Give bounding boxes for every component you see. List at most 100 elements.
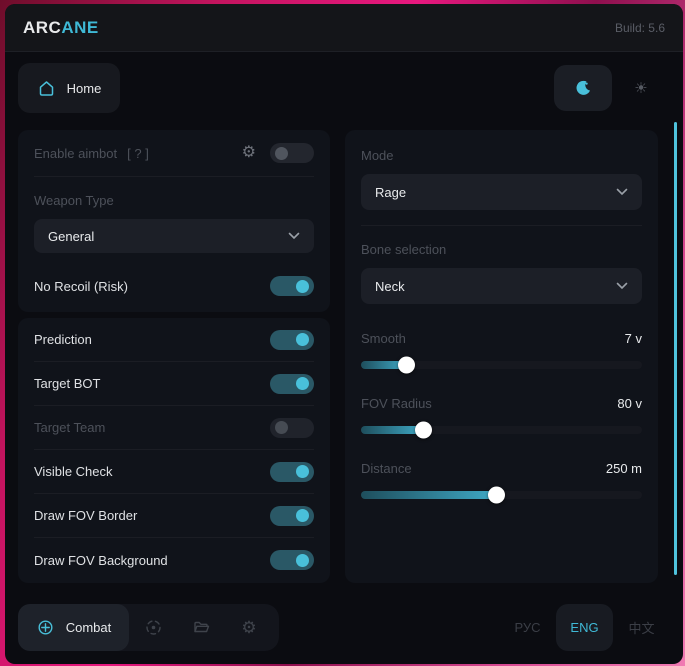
bone-value: Neck xyxy=(375,278,405,294)
toggle-knob xyxy=(296,279,309,293)
distance-value: 250 m xyxy=(605,461,642,476)
smooth-value: 7 v xyxy=(624,331,642,346)
title-bar: ARCANE Build: 5.6 xyxy=(5,4,683,52)
slider-group-fov: FOV Radius 80 v xyxy=(361,396,642,439)
mode-select[interactable]: Rage xyxy=(361,174,642,210)
moon-icon xyxy=(576,80,590,95)
settings-card: Mode Rage Bone selection Neck xyxy=(345,130,658,583)
app-logo: ARCANE xyxy=(23,18,99,38)
scrollbar[interactable] xyxy=(674,122,677,575)
toggle-row: Draw FOV Border xyxy=(34,494,314,538)
slider-handle[interactable] xyxy=(487,486,505,504)
no-recoil-label: No Recoil (Risk) xyxy=(34,278,128,294)
enable-aimbot-toggle[interactable] xyxy=(270,143,314,163)
toggle-label: Target BOT xyxy=(34,376,101,391)
house-icon xyxy=(39,80,53,96)
content-area: Enable aimbot [ ? ] ⚙ Weapon Type Genera… xyxy=(5,122,683,583)
nav-bar: Home ☀ xyxy=(5,52,683,124)
divider xyxy=(361,225,642,226)
mode-value: Rage xyxy=(375,184,407,200)
fov-radius-value: 80 v xyxy=(617,396,642,411)
slider-group-distance: Distance 250 m xyxy=(361,461,642,504)
tab-combat[interactable]: Combat xyxy=(18,604,129,651)
toggle-label: Visible Check xyxy=(34,464,113,479)
help-hint[interactable]: [ ? ] xyxy=(127,145,149,161)
aimbot-card: Enable aimbot [ ? ] ⚙ Weapon Type Genera… xyxy=(18,130,330,312)
smooth-slider[interactable] xyxy=(361,356,642,374)
smooth-label: Smooth xyxy=(361,331,406,346)
weapon-type-value: General xyxy=(48,228,95,244)
toggle-switch[interactable] xyxy=(270,461,314,482)
language-switcher: РУС ENG 中文 xyxy=(499,604,670,651)
build-version: Build: 5.6 xyxy=(614,20,665,35)
slider-handle[interactable] xyxy=(414,421,432,439)
bone-select[interactable]: Neck xyxy=(361,268,642,304)
distance-label: Distance xyxy=(361,461,412,476)
toggle-knob xyxy=(275,146,288,160)
toggle-row: Prediction xyxy=(34,318,314,362)
chevron-down-icon xyxy=(616,188,628,196)
fov-radius-slider[interactable] xyxy=(361,421,642,439)
toggle-switch[interactable] xyxy=(270,417,314,438)
brand-primary: ARC xyxy=(23,17,62,37)
home-label: Home xyxy=(66,80,102,96)
toggle-label: Draw FOV Border xyxy=(34,508,138,523)
distance-slider[interactable] xyxy=(361,486,642,504)
crosshair-icon xyxy=(38,620,53,635)
weapon-type-select[interactable]: General xyxy=(34,219,314,253)
brand-accent: ANE xyxy=(61,17,99,37)
footer-bar: Combat ⚙ РУС ENG 中文 xyxy=(5,583,683,664)
toggle-row: Visible Check xyxy=(34,450,314,494)
dark-theme-button[interactable] xyxy=(554,65,612,111)
toggle-knob xyxy=(296,509,309,522)
no-recoil-row: No Recoil (Risk) xyxy=(34,276,314,296)
gear-icon: ⚙ xyxy=(241,618,257,637)
right-column: Mode Rage Bone selection Neck xyxy=(345,130,658,583)
toggle-label: Target Team xyxy=(34,420,106,435)
chevron-down-icon xyxy=(288,232,300,240)
eye-scan-icon xyxy=(145,620,161,635)
fov-radius-label: FOV Radius xyxy=(361,396,432,411)
toggle-knob xyxy=(296,465,309,478)
slider-group-smooth: Smooth 7 v xyxy=(361,331,642,374)
mode-label: Mode xyxy=(361,148,394,163)
chevron-down-icon xyxy=(616,282,628,290)
tab-settings[interactable]: ⚙ xyxy=(225,604,273,651)
toggle-knob xyxy=(296,333,309,346)
toggle-row: Draw FOV Background xyxy=(34,538,314,582)
toggle-switch[interactable] xyxy=(270,505,314,526)
no-recoil-toggle[interactable] xyxy=(270,276,314,296)
theme-toggle-group: ☀ xyxy=(554,65,670,111)
slider-fill xyxy=(361,486,505,504)
toggle-knob xyxy=(296,553,309,567)
toggle-switch[interactable] xyxy=(270,373,314,394)
lang-eng[interactable]: ENG xyxy=(556,604,613,651)
enable-aimbot-row: Enable aimbot [ ? ] ⚙ xyxy=(34,130,314,177)
folder-icon xyxy=(193,621,209,633)
toggle-row: Target BOT xyxy=(34,362,314,406)
combat-label: Combat xyxy=(65,620,112,635)
toggle-label: Prediction xyxy=(34,332,92,347)
light-theme-button[interactable]: ☀ xyxy=(612,65,670,111)
toggle-knob xyxy=(275,421,288,434)
app-window: ARCANE Build: 5.6 Home ☀ xyxy=(5,4,683,664)
toggle-switch[interactable] xyxy=(270,329,314,350)
left-column: Enable aimbot [ ? ] ⚙ Weapon Type Genera… xyxy=(18,130,330,583)
toggle-row: Target Team xyxy=(34,406,314,450)
tab-group: Combat ⚙ xyxy=(18,604,279,651)
slider-fill xyxy=(361,356,415,374)
toggles-card: Prediction Target BOT Target Team Visibl… xyxy=(18,318,330,583)
tab-configs[interactable] xyxy=(177,604,225,651)
weapon-type-label: Weapon Type xyxy=(34,193,114,208)
home-button[interactable]: Home xyxy=(18,63,120,113)
bone-selection-label: Bone selection xyxy=(361,242,447,257)
tab-visuals[interactable] xyxy=(129,604,177,651)
gear-icon[interactable]: ⚙ xyxy=(241,144,256,161)
toggle-knob xyxy=(296,377,309,390)
toggle-switch[interactable] xyxy=(270,550,314,570)
slider-handle[interactable] xyxy=(397,356,415,374)
lang-zh[interactable]: 中文 xyxy=(628,621,655,636)
lang-rus[interactable]: РУС xyxy=(514,620,541,635)
sun-icon: ☀ xyxy=(634,80,648,97)
enable-aimbot-label: Enable aimbot xyxy=(34,145,118,161)
